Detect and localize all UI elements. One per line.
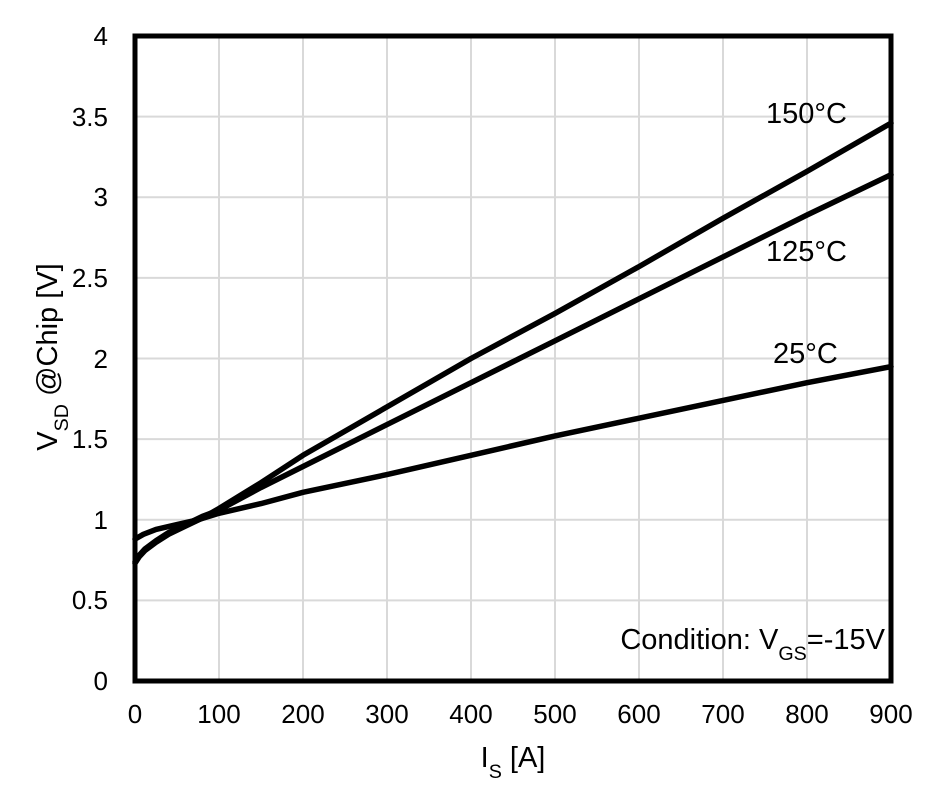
- x-tick-label-500: 500: [533, 699, 577, 729]
- x-axis-title-subscript: S: [488, 761, 502, 784]
- x-tick-label-300: 300: [365, 699, 409, 729]
- series-label-150c: 150°C: [766, 98, 847, 130]
- x-tick-label-100: 100: [197, 699, 241, 729]
- y-tick-label-0.5: 0.5: [71, 585, 108, 616]
- plot-border: [132, 33, 894, 684]
- y-tick-label-2.5: 2.5: [71, 262, 108, 293]
- x-axis-title-symbol: I: [480, 742, 489, 774]
- y-tick-label-3: 3: [93, 182, 108, 213]
- y-tick-label-1.5: 1.5: [71, 424, 108, 455]
- x-tick-label-700: 700: [701, 699, 745, 729]
- x-tick-label-0: 0: [127, 699, 143, 729]
- x-tick-label-600: 600: [617, 699, 661, 729]
- series-line-125c: [132, 171, 894, 565]
- condition-annotation: Condition: VGS=-15V: [620, 624, 885, 664]
- x-axis-title: IS [A]: [363, 742, 663, 782]
- x-tick-label-800: 800: [785, 699, 829, 729]
- y-tick-label-1: 1: [93, 504, 108, 535]
- condition-text: Condition: V: [620, 624, 779, 656]
- condition-subscript: GS: [778, 643, 807, 666]
- x-tick-label-200: 200: [281, 699, 325, 729]
- y-tick-label-2: 2: [93, 343, 108, 374]
- y-tick-label-0: 0: [93, 666, 108, 696]
- x-tick-label-900: 900: [869, 699, 913, 729]
- y-tick-label-4: 4: [93, 21, 108, 51]
- series-line-25c: [132, 363, 894, 542]
- series-label-25c: 25°C: [773, 338, 838, 370]
- x-tick-label-400: 400: [449, 699, 493, 729]
- y-tick-label-3.5: 3.5: [71, 101, 108, 132]
- x-axis-title-unit: [A]: [501, 742, 546, 774]
- series-label-125c: 125°C: [766, 236, 847, 268]
- condition-value: =-15V: [806, 624, 885, 656]
